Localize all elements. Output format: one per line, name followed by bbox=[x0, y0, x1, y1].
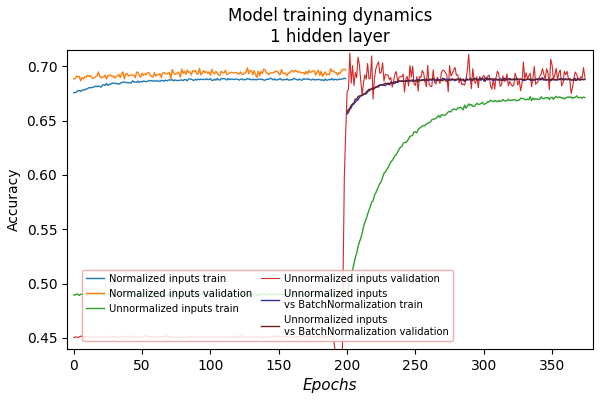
Unnormalized inputs
vs BatchNormalization validation bbox=[362, 90, 370, 95]
Y-axis label: Accuracy: Accuracy bbox=[7, 168, 21, 231]
Unnormalized inputs validation bbox=[379, 60, 386, 65]
Unnormalized inputs train bbox=[562, 96, 569, 100]
Normalized inputs validation bbox=[83, 75, 90, 80]
Normalized inputs train bbox=[70, 90, 77, 95]
Normalized inputs train bbox=[267, 76, 274, 80]
Unnormalized inputs
vs BatchNormalization validation bbox=[581, 77, 589, 82]
Unnormalized inputs validation bbox=[196, 334, 203, 339]
Normalized inputs validation bbox=[244, 66, 251, 70]
Unnormalized inputs
vs BatchNormalization validation bbox=[427, 77, 434, 82]
Unnormalized inputs
vs BatchNormalization train bbox=[412, 78, 419, 83]
Unnormalized inputs
vs BatchNormalization validation bbox=[539, 75, 546, 80]
Unnormalized inputs
vs BatchNormalization validation bbox=[546, 77, 553, 82]
Normalized inputs validation bbox=[144, 70, 151, 75]
Normalized inputs validation bbox=[342, 68, 349, 73]
Line: Normalized inputs train: Normalized inputs train bbox=[74, 78, 346, 93]
Normalized inputs train bbox=[331, 77, 338, 82]
Unnormalized inputs
vs BatchNormalization train bbox=[362, 92, 370, 96]
Normalized inputs train bbox=[322, 77, 329, 82]
Unnormalized inputs
vs BatchNormalization train bbox=[500, 78, 508, 83]
Line: Unnormalized inputs
vs BatchNormalization train: Unnormalized inputs vs BatchNormalizatio… bbox=[347, 78, 585, 114]
Line: Unnormalized inputs
vs BatchNormalization validation: Unnormalized inputs vs BatchNormalizatio… bbox=[347, 78, 585, 112]
Line: Normalized inputs validation: Normalized inputs validation bbox=[74, 68, 346, 81]
Normalized inputs train bbox=[144, 79, 151, 84]
Unnormalized inputs
vs BatchNormalization train bbox=[427, 77, 434, 82]
Normalized inputs validation bbox=[331, 70, 338, 75]
Unnormalized inputs train bbox=[377, 179, 385, 184]
X-axis label: Epochs: Epochs bbox=[303, 378, 358, 393]
Legend: Normalized inputs train, Normalized inputs validation, Unnormalized inputs train: Normalized inputs train, Normalized inpu… bbox=[82, 270, 452, 341]
Unnormalized inputs train bbox=[328, 294, 335, 298]
Normalized inputs train bbox=[71, 90, 79, 95]
Unnormalized inputs validation bbox=[245, 334, 253, 339]
Unnormalized inputs
vs BatchNormalization train bbox=[343, 112, 350, 116]
Normalized inputs train bbox=[88, 85, 95, 90]
Unnormalized inputs validation bbox=[70, 336, 77, 340]
Unnormalized inputs train bbox=[581, 95, 589, 100]
Unnormalized inputs validation bbox=[581, 75, 589, 80]
Unnormalized inputs validation bbox=[563, 69, 571, 74]
Unnormalized inputs
vs BatchNormalization train bbox=[521, 78, 529, 83]
Unnormalized inputs
vs BatchNormalization validation bbox=[412, 79, 419, 84]
Unnormalized inputs train bbox=[245, 293, 253, 298]
Unnormalized inputs train bbox=[326, 292, 333, 297]
Unnormalized inputs train bbox=[70, 292, 77, 297]
Unnormalized inputs validation bbox=[326, 334, 333, 339]
Normalized inputs train bbox=[122, 80, 130, 85]
Unnormalized inputs train bbox=[573, 93, 580, 98]
Title: Model training dynamics
1 hidden layer: Model training dynamics 1 hidden layer bbox=[228, 7, 432, 46]
Unnormalized inputs train bbox=[234, 292, 241, 297]
Unnormalized inputs
vs BatchNormalization train bbox=[581, 77, 589, 82]
Line: Unnormalized inputs validation: Unnormalized inputs validation bbox=[74, 53, 585, 400]
Unnormalized inputs validation bbox=[234, 333, 241, 338]
Normalized inputs validation bbox=[70, 77, 77, 82]
Unnormalized inputs
vs BatchNormalization validation bbox=[520, 77, 527, 82]
Unnormalized inputs validation bbox=[346, 51, 353, 56]
Unnormalized inputs train bbox=[196, 292, 203, 296]
Unnormalized inputs
vs BatchNormalization train bbox=[476, 76, 483, 80]
Normalized inputs validation bbox=[77, 78, 84, 83]
Normalized inputs validation bbox=[322, 70, 329, 74]
Normalized inputs train bbox=[83, 87, 90, 92]
Normalized inputs validation bbox=[122, 72, 130, 76]
Line: Unnormalized inputs train: Unnormalized inputs train bbox=[74, 96, 585, 296]
Normalized inputs train bbox=[342, 76, 349, 81]
Unnormalized inputs
vs BatchNormalization train bbox=[546, 77, 553, 82]
Unnormalized inputs
vs BatchNormalization validation bbox=[499, 78, 506, 82]
Unnormalized inputs
vs BatchNormalization validation bbox=[343, 110, 350, 115]
Normalized inputs validation bbox=[88, 75, 95, 80]
